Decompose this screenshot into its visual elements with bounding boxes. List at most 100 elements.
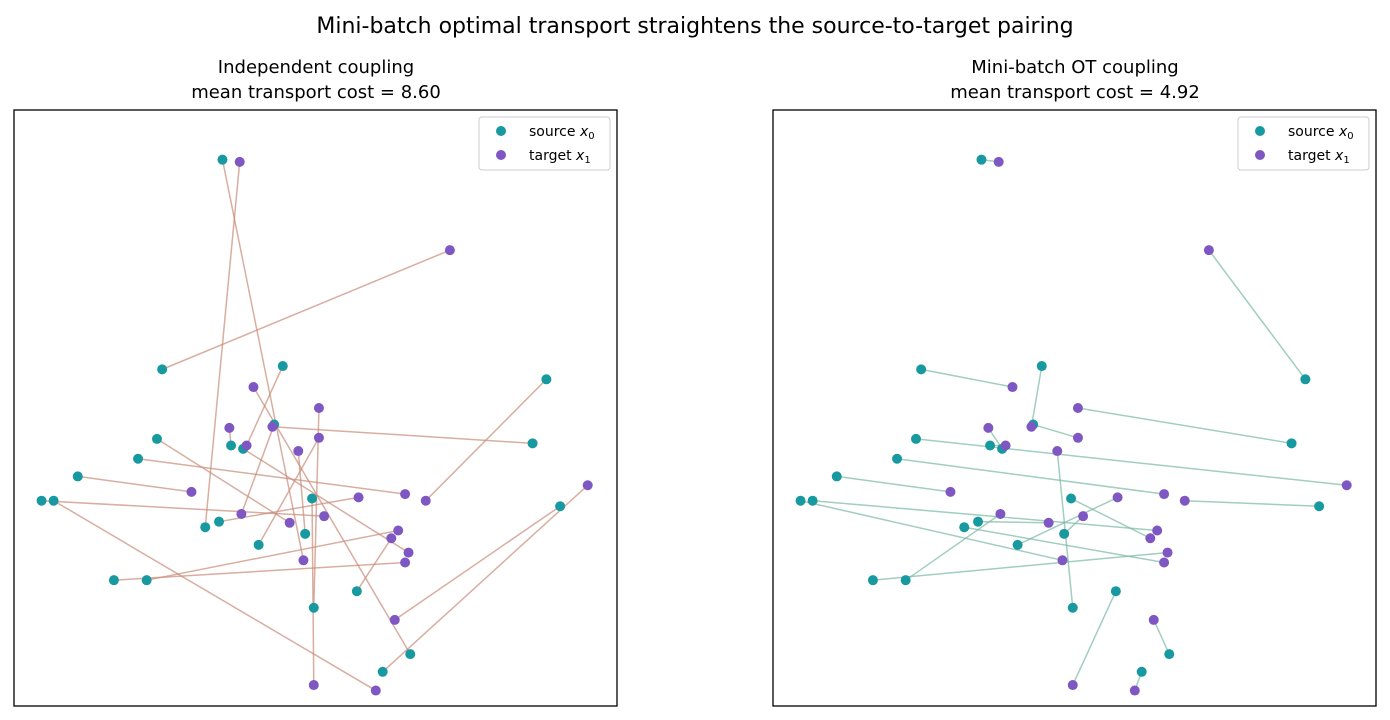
target-point [234,156,245,167]
source-point [1067,602,1078,613]
source-point [48,495,59,506]
target-point [400,557,411,568]
source-point [807,495,818,506]
target-point [313,432,324,443]
target-points [186,156,593,696]
source-point [1300,374,1311,385]
legend-source-label: source x0 [529,124,595,142]
coupling-line [1077,407,1292,445]
target-point [1072,403,1083,413]
source-point [1036,361,1047,372]
legend: source x0 target x1 [478,116,611,171]
source-point [157,364,168,375]
source-point [405,649,416,660]
source-point [1164,649,1175,660]
target-point [386,533,397,544]
target-point [582,480,593,491]
source-point [527,438,538,449]
coupling-line [915,438,1347,487]
target-point [308,680,319,691]
coupling-line [252,386,411,655]
target-point [319,511,330,522]
target-point [1078,511,1089,522]
target-point [267,421,278,432]
target-point [444,245,455,256]
coupling-line [394,505,561,621]
source-point [141,575,152,586]
coupling-line [257,437,320,546]
coupling-line [812,499,1158,532]
target-point [313,403,324,413]
target-point [400,489,411,500]
target-point [186,486,197,497]
target-point [1000,440,1011,451]
source-point [226,440,237,451]
axes-frame [13,109,618,707]
source-point [910,433,921,444]
panel-title-line1: Independent coupling [218,57,414,78]
coupling-line [964,526,1165,564]
source-point [867,575,878,586]
legend-target-marker [496,150,506,160]
source-point [959,522,970,533]
source-point [831,471,842,482]
target-point [1145,533,1156,544]
target-point [353,492,364,503]
coupling-line [905,513,1001,581]
coupling-line [221,159,305,561]
panel-ot-coupling: Mini-batch OT coupling mean transport co… [772,57,1377,707]
source-point [377,666,388,677]
source-point [351,586,362,597]
target-point [389,614,400,625]
legend-source-label: source x0 [1288,124,1354,142]
coupling-line [1030,365,1043,427]
target-point [993,156,1004,167]
target-point [1341,480,1352,491]
target-point [224,422,235,433]
target-point [393,525,404,536]
coupling-line [836,475,951,493]
panel-independent-coupling: Independent coupling mean transport cost… [13,57,618,707]
panel-title-line2: mean transport cost = 8.60 [191,82,441,103]
figure-suptitle: Mini-batch optimal transport straightens… [316,14,1073,39]
coupling-line [77,475,192,493]
legend-target-marker [1255,150,1265,160]
coupling-line [242,448,409,554]
target-point [1203,245,1214,256]
source-point [916,364,927,375]
coupling-line [1153,619,1170,655]
target-point [1159,557,1170,568]
target-point [1159,489,1170,500]
source-point [72,471,83,482]
source-point [108,575,119,586]
coupling-line [1208,249,1306,380]
source-point [892,453,903,464]
legend: source x0 target x1 [1237,116,1370,171]
target-point [1112,492,1123,503]
source-point [1066,493,1077,504]
legend-target-label: target x1 [1288,148,1350,166]
source-point [300,528,311,539]
target-point [1179,495,1190,506]
source-points [795,154,1325,677]
source-point [541,374,552,385]
coupling-line [382,484,589,673]
source-point [555,501,566,512]
target-point [1026,421,1037,432]
target-point [248,382,259,393]
target-point [1072,432,1083,443]
source-point [133,453,144,464]
source-point [200,522,211,533]
coupling-line [240,424,275,515]
source-point [308,602,319,613]
axes-frame [772,109,1377,707]
source-point [1314,501,1325,512]
target-point [1067,680,1078,691]
target-point [403,547,414,558]
legend-target-label: target x1 [529,148,591,166]
target-point [370,685,381,696]
legend-source-marker [1255,126,1265,136]
coupling-line [1017,496,1118,546]
panel-title-line2: mean transport cost = 4.92 [950,82,1200,103]
